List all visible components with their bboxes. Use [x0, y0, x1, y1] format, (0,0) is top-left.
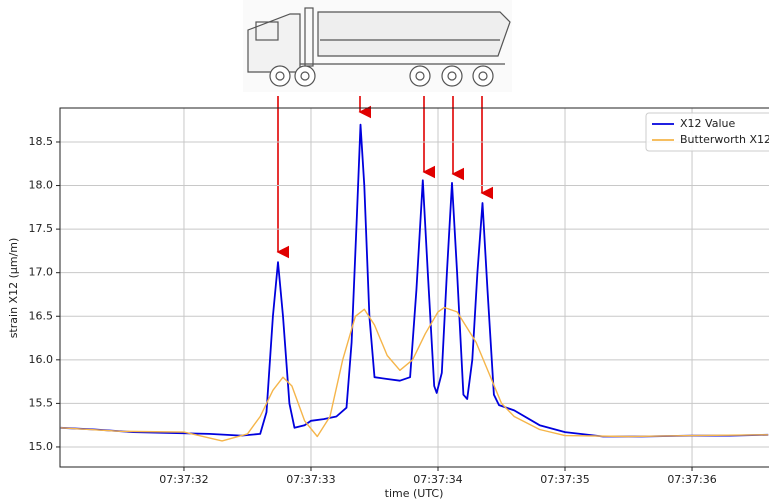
y-tick-label: 16.5 [29, 309, 54, 322]
legend: X12 Value Butterworth X12 [645, 112, 769, 152]
x-tick-label: 07:37:33 [286, 473, 335, 486]
y-tick-label: 15.0 [29, 440, 54, 453]
legend-box [645, 112, 769, 152]
y-tick-label: 16.0 [29, 353, 54, 366]
x-axis-label: time (UTC) [385, 487, 444, 500]
truck-illustration [243, 0, 512, 92]
legend-label: Butterworth X12 [680, 133, 769, 146]
x-tick-label: 07:37:36 [667, 473, 716, 486]
y-tick-label: 17.5 [29, 222, 54, 235]
y-tick-label: 18.5 [29, 135, 54, 148]
x-tick-label: 07:37:35 [540, 473, 589, 486]
x-tick-label: 07:37:34 [413, 473, 462, 486]
plot-area [60, 123, 769, 442]
y-tick-label: 18.0 [29, 179, 54, 192]
legend-label: X12 Value [680, 117, 735, 130]
y-tick-label: 15.5 [29, 396, 54, 409]
y-axis-label: strain X12 (µm/m) [7, 238, 20, 339]
x-tick-label: 07:37:32 [159, 473, 208, 486]
series-line [60, 306, 769, 442]
y-tick-label: 17.0 [29, 266, 54, 279]
arrows [276, 96, 494, 259]
series-line [60, 123, 769, 438]
plot-frame [59, 107, 769, 468]
